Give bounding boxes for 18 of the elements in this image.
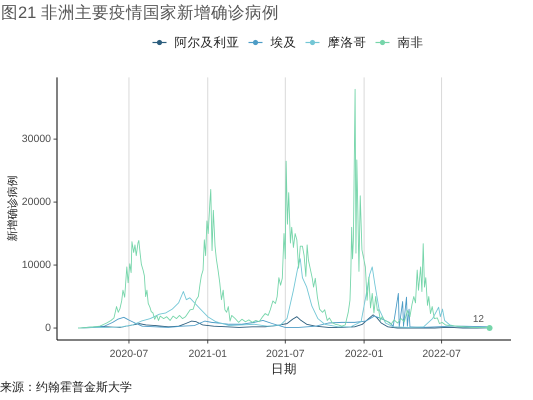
source-note: 来源：约翰霍普金斯大学 bbox=[0, 380, 132, 394]
x-tick-label: 2021-07 bbox=[266, 348, 305, 360]
legend-label: 南非 bbox=[398, 36, 424, 50]
x-tick-label: 2020-07 bbox=[110, 348, 148, 360]
annotation: 12 bbox=[472, 314, 484, 325]
legend-label: 摩洛哥 bbox=[328, 36, 366, 50]
legend-label: 阿尔及利亚 bbox=[174, 36, 240, 50]
x-tick-label: 2021-01 bbox=[188, 348, 228, 360]
y-tick-label: 30000 bbox=[22, 133, 52, 146]
legend-label: 埃及 bbox=[270, 36, 296, 50]
x-axis-title: 日期 bbox=[271, 362, 297, 376]
y-tick-label: 20000 bbox=[22, 196, 52, 208]
y-tick-label: 0 bbox=[45, 322, 52, 334]
chart-title: 图21 非洲主要疫情国家新增确诊病例 bbox=[1, 3, 279, 22]
y-tick-label: 10000 bbox=[22, 259, 52, 272]
x-tick-label: 2022-07 bbox=[422, 348, 462, 360]
x-tick-label: 2022-01 bbox=[344, 348, 384, 360]
y-axis-title: 新增确诊病例 bbox=[6, 176, 19, 242]
